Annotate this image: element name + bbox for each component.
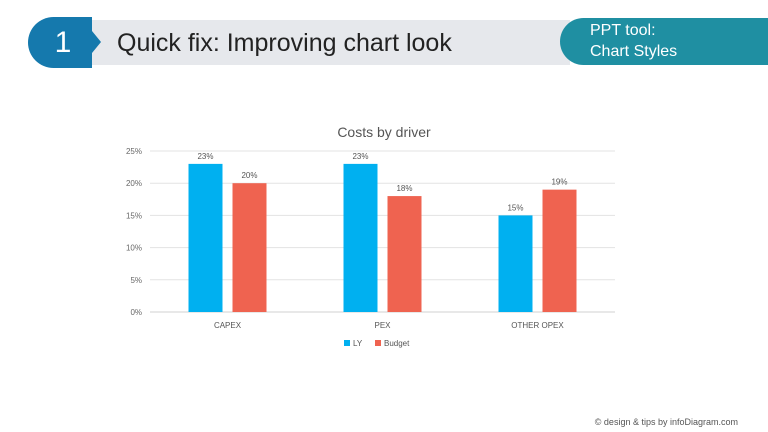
y-tick-label: 15% bbox=[126, 211, 142, 220]
data-label: 15% bbox=[507, 203, 523, 212]
bar-ly bbox=[188, 163, 223, 312]
bar-budget bbox=[542, 189, 577, 312]
y-tick-label: 0% bbox=[130, 308, 142, 317]
bar-ly bbox=[343, 163, 378, 312]
legend-label: LY bbox=[353, 339, 363, 348]
chart-title: Costs by driver bbox=[337, 124, 431, 140]
data-label: 20% bbox=[241, 171, 257, 180]
legend-swatch bbox=[375, 340, 381, 346]
tool-line1: PPT tool: bbox=[590, 22, 656, 39]
data-label: 23% bbox=[197, 152, 213, 161]
x-tick-label: PEX bbox=[374, 321, 391, 330]
step-badge bbox=[28, 17, 92, 68]
y-tick-label: 5% bbox=[130, 276, 142, 285]
slide-title: Quick fix: Improving chart look bbox=[117, 29, 452, 57]
header-bar bbox=[90, 20, 570, 65]
bar-budget bbox=[387, 196, 422, 312]
y-tick-label: 20% bbox=[126, 179, 142, 188]
bar-ly bbox=[498, 215, 533, 312]
y-tick-label: 10% bbox=[126, 244, 142, 253]
x-tick-label: CAPEX bbox=[214, 321, 242, 330]
tool-label: PPT tool: Chart Styles bbox=[590, 20, 677, 62]
data-label: 19% bbox=[551, 178, 567, 187]
badge-arrow bbox=[92, 31, 101, 53]
tool-line2: Chart Styles bbox=[590, 43, 678, 60]
footer-credit: © design & tips by infoDiagram.com bbox=[594, 417, 738, 427]
bar-budget bbox=[232, 183, 267, 312]
x-tick-label: OTHER OPEX bbox=[511, 321, 564, 330]
tool-pill bbox=[560, 18, 768, 65]
data-label: 18% bbox=[396, 184, 412, 193]
legend-swatch bbox=[344, 340, 350, 346]
data-label: 23% bbox=[352, 152, 368, 161]
y-tick-label: 25% bbox=[126, 147, 142, 156]
legend-label: Budget bbox=[384, 339, 410, 348]
step-number: 1 bbox=[54, 26, 72, 59]
